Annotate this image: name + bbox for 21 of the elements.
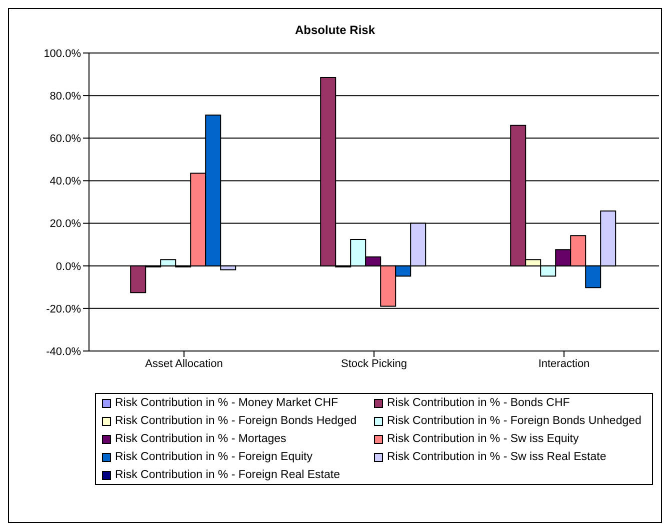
x-tick-label: Asset Allocation bbox=[145, 358, 223, 370]
y-tick-label: 20.0% bbox=[50, 218, 82, 230]
legend-label: Risk Contribution in % - Foreign Bonds Unhedged bbox=[387, 415, 642, 427]
legend-label: Risk Contribution in % - Foreign Bonds Hedged bbox=[115, 415, 357, 427]
y-tick-label: 0.0% bbox=[56, 260, 82, 273]
x-tick-label: Stock Picking bbox=[340, 358, 408, 370]
y-tick-label: 80.0% bbox=[50, 90, 82, 102]
y-tick-label: 60.0% bbox=[50, 133, 82, 146]
legend-label: Risk Contribution in % - Foreign Real Estate bbox=[115, 469, 340, 481]
y-tick-label: 40.0% bbox=[50, 176, 82, 188]
legend-label: Risk Contribution in % - Sw iss Real Estate bbox=[387, 451, 606, 463]
y-tick-label: -20.0% bbox=[46, 303, 82, 316]
legend-label: Risk Contribution in % - Foreign Equity bbox=[115, 451, 312, 463]
legend-label: Risk Contribution in % - Sw iss Equity bbox=[387, 433, 579, 445]
y-tick-label: 100.0% bbox=[44, 48, 82, 60]
x-tick-label: Interaction bbox=[538, 358, 590, 370]
legend-label: Risk Contribution in % - Money Market CHF bbox=[115, 397, 338, 409]
chart-title: Absolute Risk bbox=[294, 23, 376, 37]
y-tick-label: -40.0% bbox=[46, 346, 82, 358]
legend-label: Risk Contribution in % - Mortages bbox=[115, 433, 286, 445]
legend-label: Risk Contribution in % - Bonds CHF bbox=[387, 397, 570, 409]
